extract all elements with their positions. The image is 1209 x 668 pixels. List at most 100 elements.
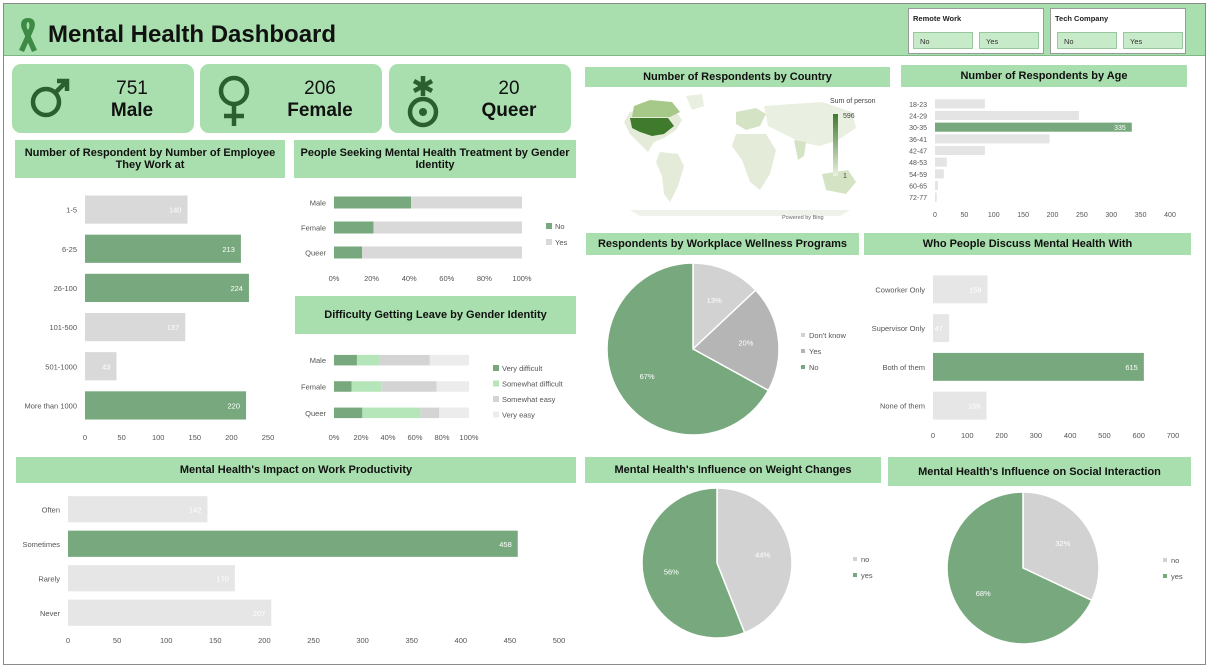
leave-tick-label: 100%: [459, 433, 479, 442]
leave-tick-label: 20%: [353, 433, 368, 442]
age-category-label: 60-65: [909, 184, 927, 191]
leave-bar-segment: [439, 407, 469, 419]
employees-data-label: 220: [228, 401, 241, 410]
wellness-chart-title: Respondents by Workplace Wellness Progra…: [586, 233, 859, 255]
age-bar: [935, 110, 1079, 121]
remote-work-yes-button[interactable]: Yes: [979, 32, 1039, 49]
social-data-label: 32%: [1055, 539, 1070, 548]
leave-bar-segment: [420, 407, 440, 419]
leave-legend-label: Very difficult: [502, 364, 543, 373]
map-legend-min: 1: [843, 173, 847, 180]
age-bar: [935, 145, 985, 156]
productivity-category-label: Often: [42, 505, 60, 514]
age-chart-title: Number of Respondents by Age: [901, 65, 1187, 87]
map-land-canada: [632, 100, 680, 117]
wellness-pie-slice: [691, 289, 780, 392]
tech-company-yes-button[interactable]: Yes: [1123, 32, 1183, 49]
productivity-category-label: Sometimes: [22, 540, 60, 549]
productivity-chart-title: Mental Health's Impact on Work Productiv…: [16, 457, 576, 483]
male-symbol-icon: [30, 78, 70, 118]
weight-legend-label: no: [861, 555, 869, 564]
leave-bar-segment: [334, 381, 352, 392]
leave-category-label: Male: [310, 356, 326, 365]
tech-company-slicer: Tech Company No Yes: [1050, 8, 1186, 54]
age-category-label: 18-23: [909, 102, 927, 109]
discuss-tick-label: 0: [931, 431, 935, 440]
country-map-title: Number of Respondents by Country: [585, 67, 890, 87]
age-tick-label: 350: [1135, 212, 1147, 219]
tech-company-no-button[interactable]: No: [1057, 32, 1117, 49]
social-data-label: 68%: [976, 589, 991, 598]
treatment-tick-label: 100%: [512, 274, 532, 283]
treatment-bar-segment: [334, 246, 363, 259]
wellness-legend-label: No: [809, 363, 819, 372]
treatment-bar-segment: [334, 221, 374, 234]
age-tick-label: 50: [960, 212, 968, 219]
productivity-tick-label: 500: [553, 636, 566, 645]
treatment-legend-swatch: [546, 239, 552, 245]
leave-bar-segment: [351, 381, 382, 392]
employees-category-label: 101-500: [49, 323, 77, 332]
treatment-legend-label: Yes: [555, 238, 567, 247]
discuss-category-label: None of them: [880, 402, 925, 411]
age-tick-label: 250: [1076, 212, 1088, 219]
leave-legend-label: Somewhat easy: [502, 395, 556, 404]
queer-label: Queer: [481, 100, 537, 121]
treatment-bar-segment: [334, 196, 412, 209]
age-category-label: 24-29: [909, 114, 927, 121]
treatment-chart-title: People Seeking Mental Health Treatment b…: [294, 140, 576, 178]
employees-bar: [85, 234, 241, 263]
map-legend-max: 596: [843, 113, 855, 120]
social-legend-swatch: [1163, 574, 1167, 578]
queer-card: 20 Queer: [389, 64, 571, 133]
leave-tick-label: 0%: [329, 433, 340, 442]
social-legend-swatch: [1163, 558, 1167, 562]
queer-symbol-icon: [407, 76, 439, 128]
age-tick-label: 200: [1047, 212, 1059, 219]
remote-work-no-button[interactable]: No: [913, 32, 973, 49]
employees-category-label: 6-25: [62, 245, 77, 254]
productivity-bar: [68, 565, 235, 592]
productivity-tick-label: 350: [405, 636, 418, 645]
employees-data-label: 137: [167, 323, 180, 332]
age-bar: [935, 169, 944, 179]
treatment-category-label: Male: [310, 199, 326, 208]
treatment-category-label: Female: [301, 224, 326, 233]
wellness-legend-swatch: [801, 365, 805, 369]
treatment-tick-label: 80%: [477, 274, 492, 283]
productivity-tick-label: 100: [160, 636, 173, 645]
leave-chart-title: Difficulty Getting Leave by Gender Ident…: [295, 296, 576, 334]
map-land-africa: [732, 134, 776, 190]
age-bar: [935, 180, 938, 191]
wellness-legend-swatch: [801, 349, 805, 353]
discuss-tick-label: 200: [995, 431, 1008, 440]
leave-legend-swatch: [493, 396, 499, 402]
productivity-tick-label: 250: [307, 636, 320, 645]
productivity-tick-label: 0: [66, 636, 70, 645]
employees-category-label: 501-1000: [45, 362, 77, 371]
discuss-tick-label: 600: [1132, 431, 1145, 440]
wellness-pie-slice: [692, 262, 757, 351]
wellness-data-label: 13%: [707, 296, 722, 305]
map-land-asia: [764, 102, 856, 146]
employees-bar: [85, 273, 249, 303]
discuss-tick-label: 500: [1098, 431, 1111, 440]
employees-tick-label: 250: [262, 433, 275, 442]
map-land-australia: [822, 170, 856, 194]
treatment-bar-segment: [362, 246, 522, 259]
weight-chart-title: Mental Health's Influence on Weight Chan…: [585, 457, 881, 483]
productivity-tick-label: 200: [258, 636, 271, 645]
productivity-bar: [68, 496, 208, 523]
leave-bar-segment: [436, 381, 469, 392]
leave-category-label: Female: [301, 383, 326, 392]
leave-legend-swatch: [493, 380, 499, 387]
treatment-bar-segment: [373, 221, 522, 234]
age-bar: [935, 134, 1050, 144]
age-bar: [935, 157, 947, 167]
employees-bar: [85, 195, 188, 224]
wellness-legend-swatch: [801, 333, 805, 337]
dashboard-frame: [3, 3, 1206, 665]
productivity-tick-label: 50: [113, 636, 121, 645]
discuss-data-label: 47: [935, 324, 943, 333]
